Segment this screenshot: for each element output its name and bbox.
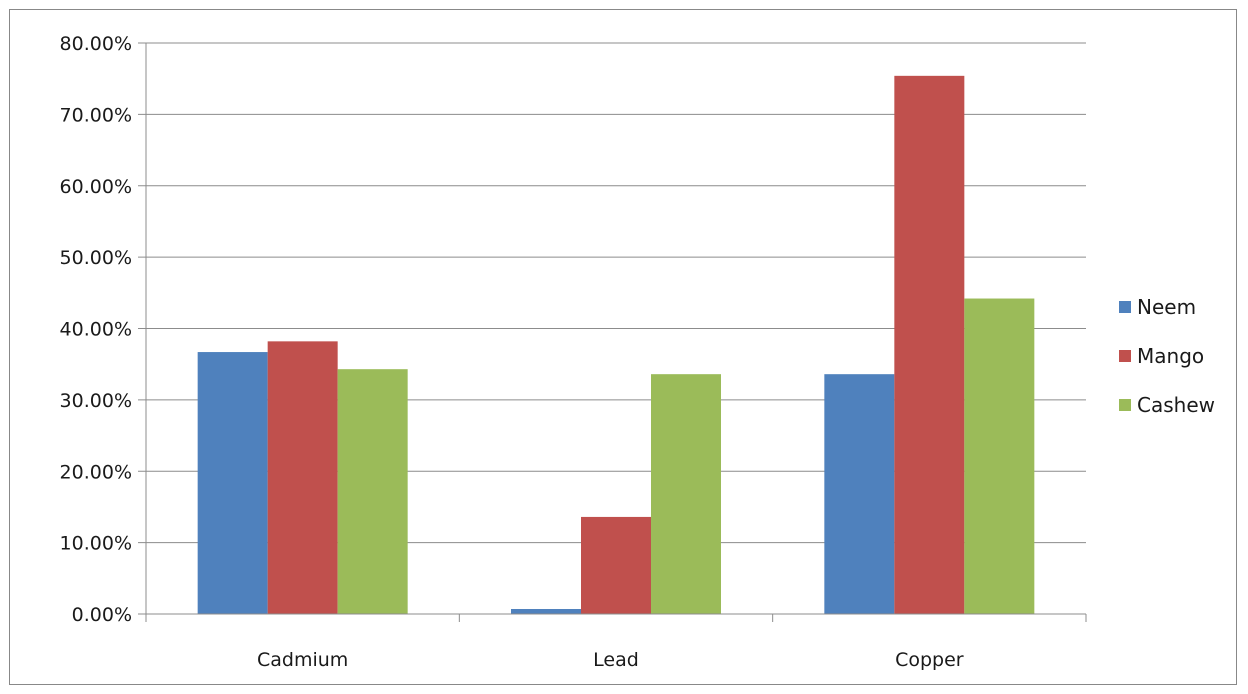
bar-mango-lead bbox=[581, 516, 651, 614]
y-tick-label: 0.00% bbox=[72, 604, 132, 626]
y-tick-label: 50.00% bbox=[60, 247, 132, 269]
bar-mango-cadmium bbox=[267, 341, 338, 614]
y-tick-label: 80.00% bbox=[60, 33, 132, 55]
bar-neem-lead bbox=[511, 609, 581, 614]
legend: Neem Mango Cashew bbox=[1119, 295, 1215, 417]
bar-chart: 0.00% 10.00% 20.00% 30.00% 40.00% 50.00% 60.00… bbox=[60, 33, 1215, 671]
y-tick-label: 40.00% bbox=[60, 319, 132, 341]
bars bbox=[197, 75, 1035, 614]
chart-frame: 0.00% 10.00% 20.00% 30.00% 40.00% 50.00% 60.00… bbox=[9, 9, 1237, 685]
legend-swatch-neem bbox=[1119, 301, 1131, 313]
legend-swatch-cashew bbox=[1119, 399, 1131, 411]
bar-cashew-cadmium bbox=[337, 369, 408, 614]
y-tick-label: 20.00% bbox=[60, 461, 132, 483]
bar-cashew-copper bbox=[964, 298, 1035, 614]
x-category-label: Lead bbox=[593, 649, 639, 671]
y-tick-label: 70.00% bbox=[60, 104, 132, 126]
y-tick-label: 10.00% bbox=[60, 533, 132, 555]
bar-neem-cadmium bbox=[197, 352, 268, 614]
y-axis-tick-labels: 0.00% 10.00% 20.00% 30.00% 40.00% 50.00% 60.00… bbox=[60, 33, 132, 626]
x-category-label: Copper bbox=[895, 649, 964, 671]
bar-neem-copper bbox=[824, 374, 895, 614]
bar-cashew-lead bbox=[651, 374, 721, 614]
legend-swatch-mango bbox=[1119, 350, 1131, 362]
axes bbox=[138, 42, 1087, 622]
y-tick-label: 60.00% bbox=[60, 176, 132, 198]
x-axis-category-labels: Cadmium Lead Copper bbox=[257, 649, 964, 671]
legend-label-neem: Neem bbox=[1137, 295, 1196, 319]
legend-label-cashew: Cashew bbox=[1137, 393, 1215, 417]
legend-label-mango: Mango bbox=[1137, 344, 1204, 368]
x-category-label: Cadmium bbox=[257, 649, 348, 671]
bar-mango-copper bbox=[894, 75, 965, 614]
y-tick-label: 30.00% bbox=[60, 390, 132, 412]
